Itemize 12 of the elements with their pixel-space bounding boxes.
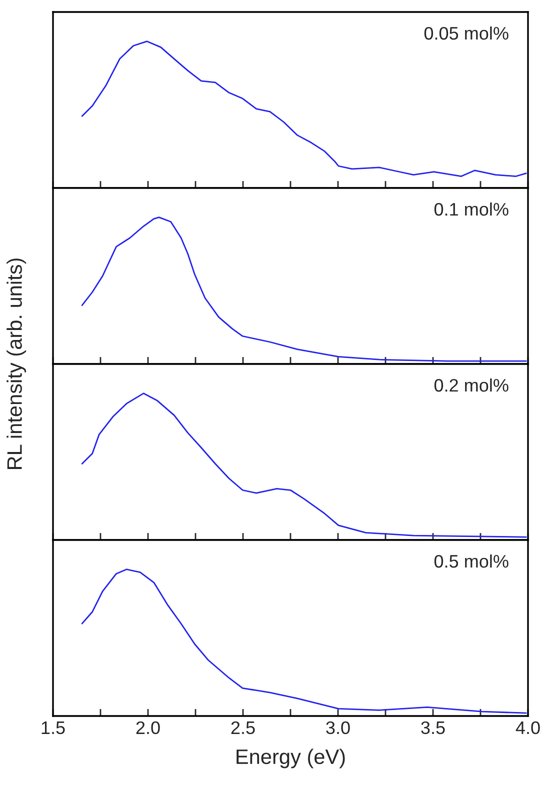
- x-tick-label: 2.5: [231, 721, 255, 734]
- x-tick-label: 3.0: [326, 721, 350, 734]
- text: 0.2 mol%: [434, 378, 508, 392]
- x-axis-title: Energy (eV): [236, 748, 345, 768]
- text: 0.1 mol%: [434, 202, 508, 216]
- x-tick-label: 4.0: [516, 721, 540, 734]
- x-tick-label: 1.5: [42, 722, 65, 734]
- x-tick-label: 3.5: [421, 721, 445, 734]
- text: 0.5 mol%: [434, 554, 508, 568]
- x-tick-label: 2.0: [136, 721, 160, 734]
- text: 0.05 mol%: [424, 26, 508, 40]
- y-axis-title: RL intensity (arb. units): [6, 258, 26, 469]
